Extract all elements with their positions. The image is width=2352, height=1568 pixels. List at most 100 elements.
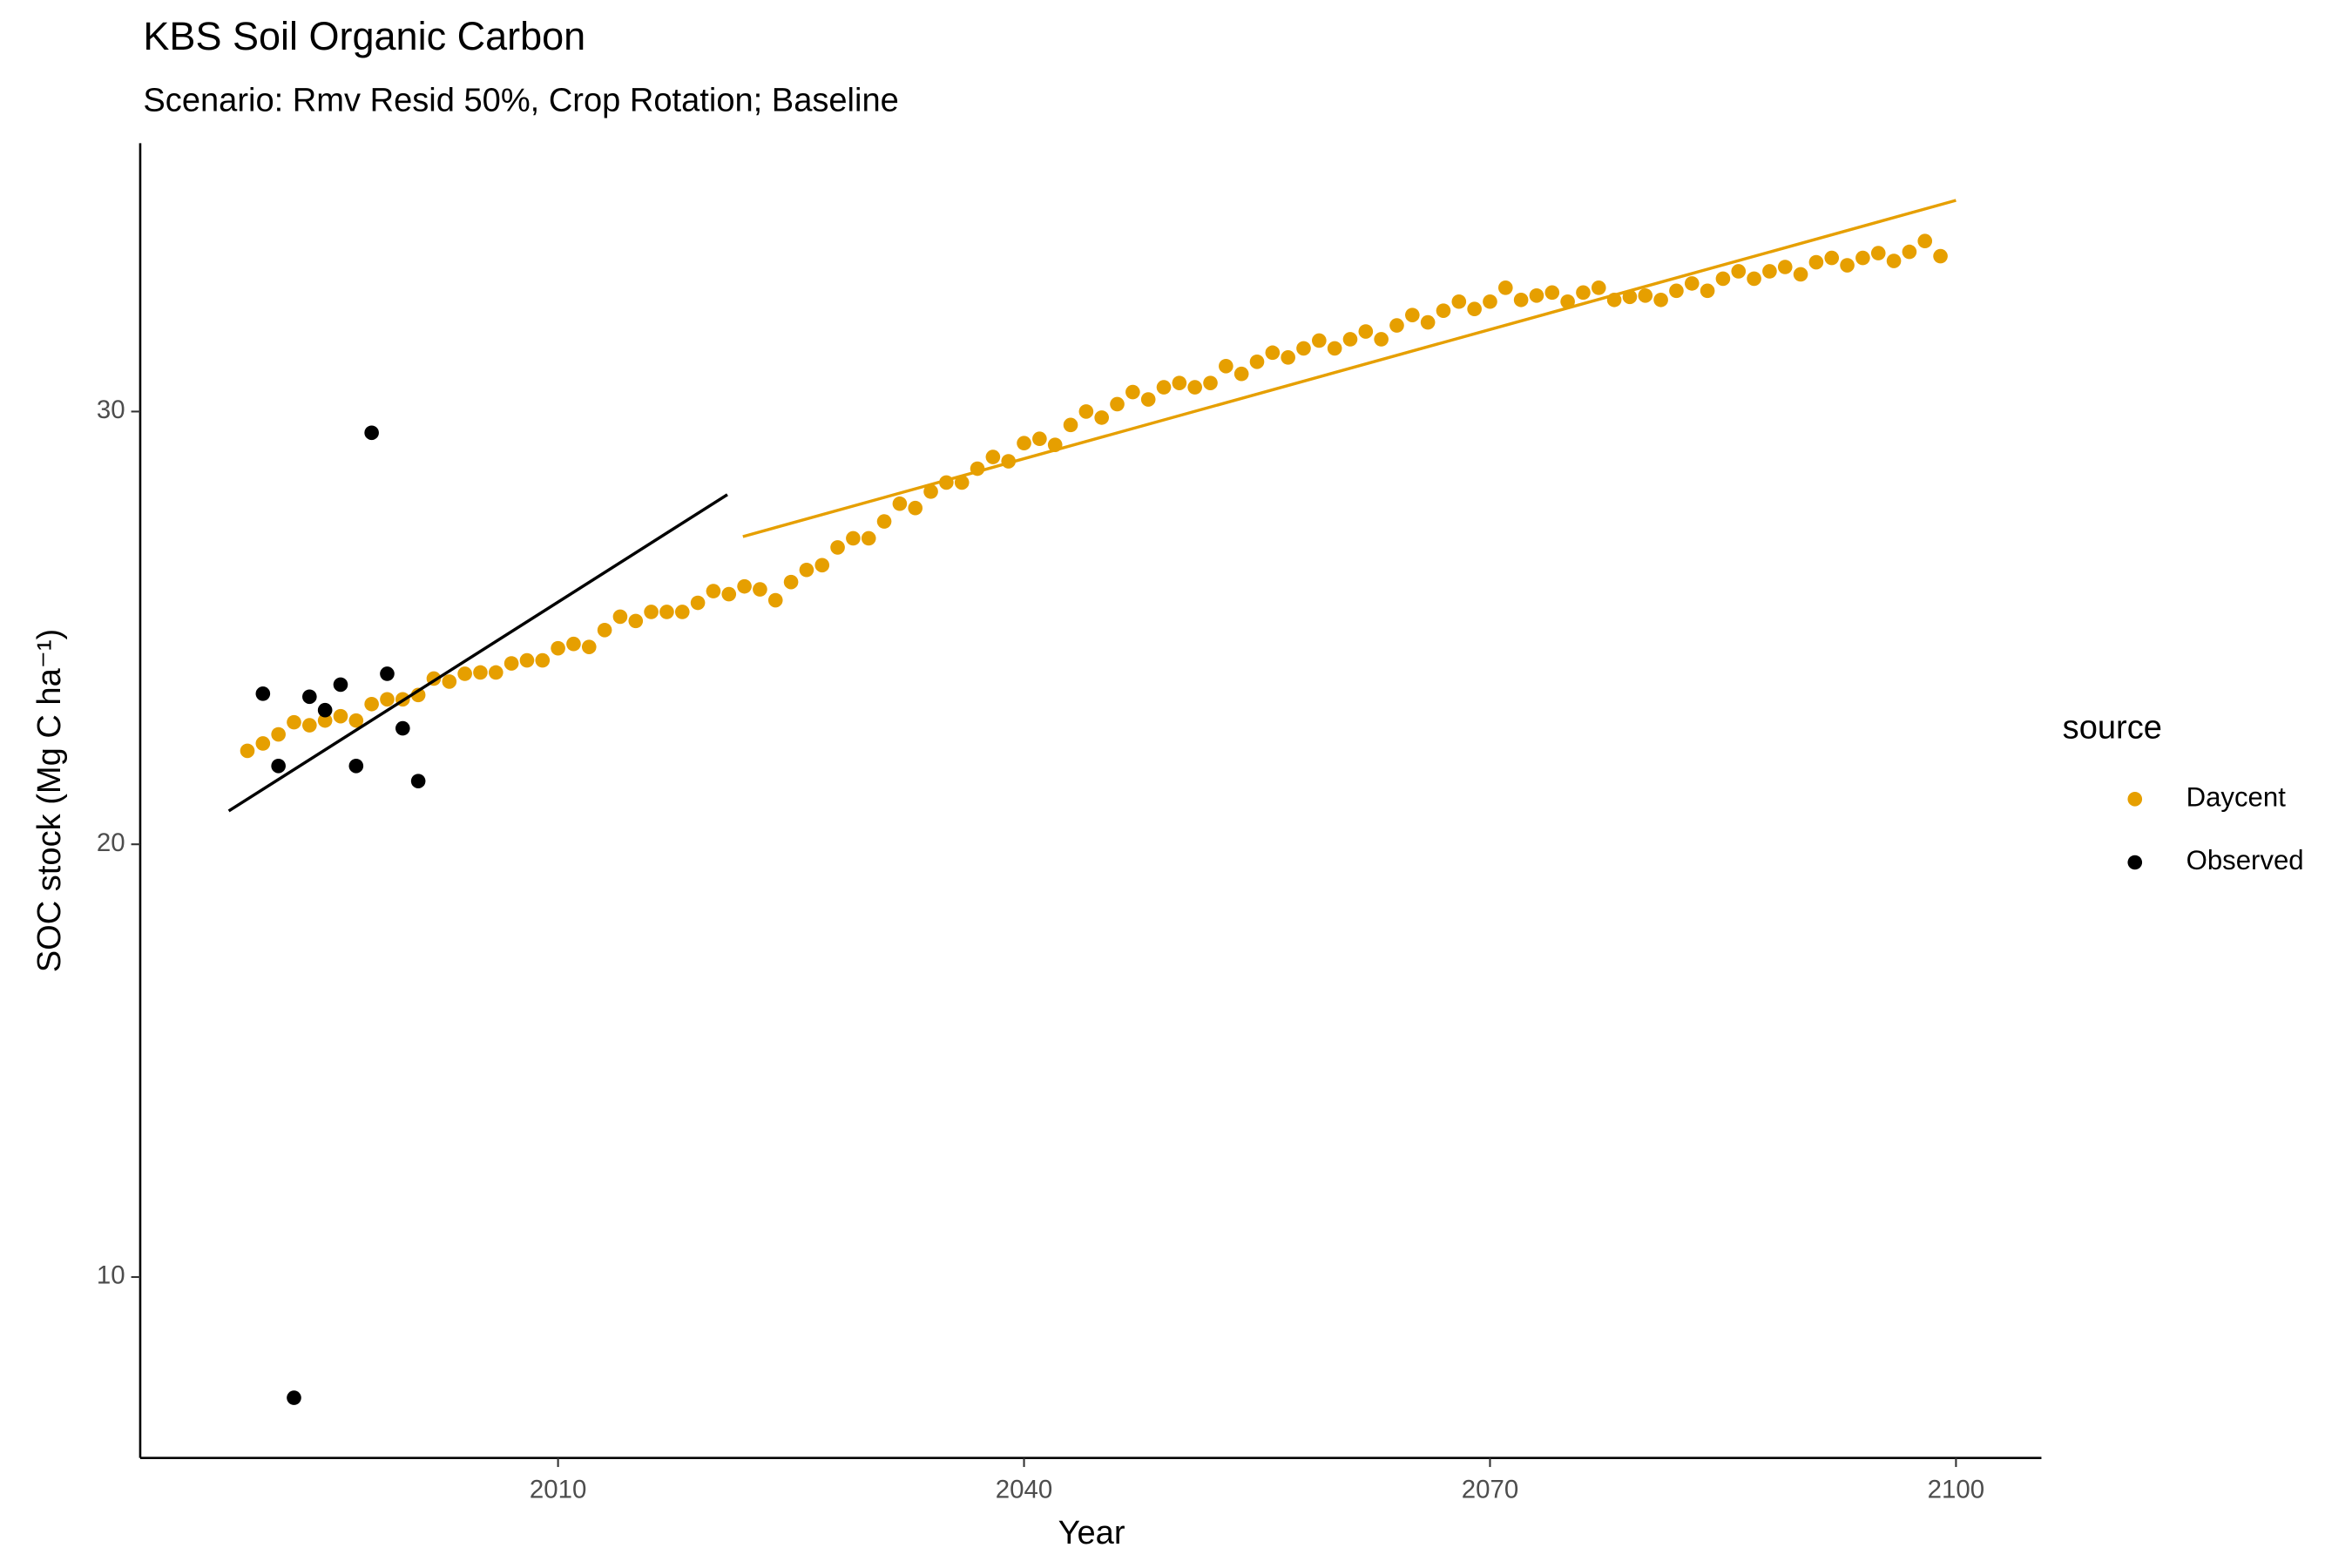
x-tick-label: 2040 xyxy=(996,1475,1052,1504)
point xyxy=(753,582,767,597)
point xyxy=(1094,410,1110,425)
point xyxy=(1063,417,1078,433)
point xyxy=(830,540,845,555)
point xyxy=(395,720,410,736)
point xyxy=(457,666,472,681)
point xyxy=(488,665,504,680)
point xyxy=(535,652,551,668)
point xyxy=(923,484,938,499)
point xyxy=(302,689,317,705)
point xyxy=(1172,375,1187,390)
point xyxy=(644,605,659,619)
point xyxy=(1700,283,1715,299)
point xyxy=(1622,289,1638,305)
point xyxy=(1265,345,1281,361)
legend-title: source xyxy=(2063,710,2162,747)
point xyxy=(333,677,348,693)
legend-label: Daycent xyxy=(2186,782,2287,813)
point xyxy=(597,622,612,638)
point xyxy=(255,736,271,751)
point xyxy=(1110,396,1125,412)
point xyxy=(1762,264,1777,279)
point xyxy=(1497,280,1513,295)
point xyxy=(1933,248,1948,264)
point xyxy=(861,531,876,546)
point xyxy=(1374,332,1389,347)
point xyxy=(1296,341,1311,356)
point xyxy=(908,500,923,516)
point xyxy=(581,639,597,654)
point xyxy=(1249,354,1265,369)
legend-marker xyxy=(2127,855,2143,870)
point xyxy=(1281,350,1295,365)
point xyxy=(1001,454,1017,469)
legend-label: Observed xyxy=(2186,845,2304,875)
point xyxy=(783,574,799,590)
point xyxy=(1219,358,1233,374)
point xyxy=(348,713,364,728)
point xyxy=(410,774,426,788)
point xyxy=(674,605,690,619)
chart-subtitle: Scenario: Rmv Resid 50%, Crop Rotation; … xyxy=(143,83,898,119)
y-tick-label: 30 xyxy=(97,395,125,424)
point xyxy=(1886,253,1902,268)
point xyxy=(1653,292,1668,308)
point xyxy=(380,692,395,707)
point xyxy=(1032,431,1047,447)
x-tick-label: 2070 xyxy=(1462,1475,1518,1504)
point xyxy=(1576,285,1591,301)
point xyxy=(271,727,286,742)
point xyxy=(799,562,814,578)
point xyxy=(1591,280,1606,295)
point xyxy=(1870,246,1886,260)
point xyxy=(1047,437,1063,452)
point xyxy=(271,758,286,774)
point xyxy=(1312,333,1327,348)
point xyxy=(1327,341,1342,356)
point xyxy=(1544,285,1560,301)
point xyxy=(1467,301,1482,316)
point xyxy=(1078,404,1094,419)
point xyxy=(348,758,364,774)
point xyxy=(1140,392,1156,407)
point xyxy=(1405,308,1420,322)
point xyxy=(566,636,581,652)
point xyxy=(612,609,628,625)
point xyxy=(255,686,271,701)
point xyxy=(1125,384,1140,400)
point xyxy=(1669,283,1684,299)
point xyxy=(985,449,1001,464)
point xyxy=(814,558,830,573)
point xyxy=(876,514,892,529)
point xyxy=(364,696,379,712)
point xyxy=(1917,233,1933,249)
y-tick-label: 20 xyxy=(97,828,125,857)
point xyxy=(1715,271,1731,287)
point xyxy=(1203,375,1218,390)
point xyxy=(442,674,457,689)
point xyxy=(1560,294,1575,309)
point xyxy=(1017,436,1031,451)
point xyxy=(1187,380,1202,395)
point xyxy=(970,461,985,476)
point xyxy=(287,1390,301,1405)
point xyxy=(317,702,333,718)
trend-line xyxy=(227,493,728,813)
point xyxy=(1684,276,1700,291)
point xyxy=(317,713,333,728)
point xyxy=(1358,324,1374,339)
point xyxy=(1420,314,1436,330)
point xyxy=(1483,294,1497,309)
point xyxy=(1824,250,1840,266)
point xyxy=(939,475,954,490)
x-tick-label: 2010 xyxy=(530,1475,586,1504)
point xyxy=(1389,318,1404,333)
point xyxy=(892,496,908,511)
point xyxy=(1747,271,1761,287)
point xyxy=(473,665,488,680)
point xyxy=(364,425,379,441)
x-axis-title: Year xyxy=(1058,1515,1125,1551)
point xyxy=(302,718,317,733)
